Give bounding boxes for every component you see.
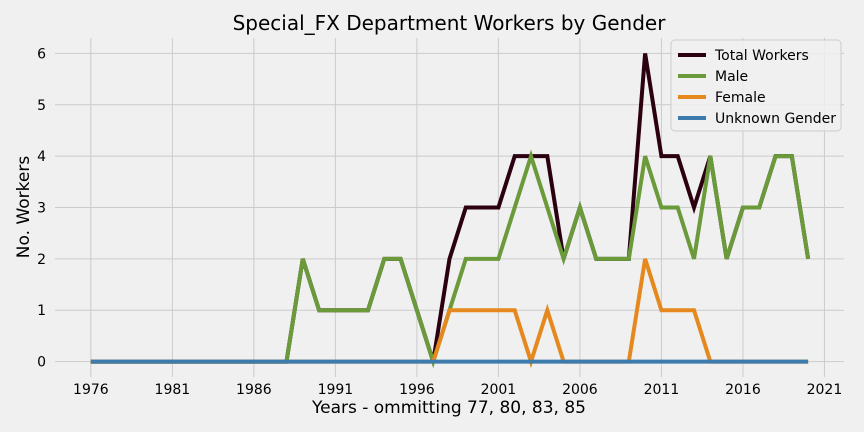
- x-tick-label: 2011: [644, 382, 680, 398]
- chart-title: Special_FX Department Workers by Gender: [233, 11, 667, 35]
- y-tick-label: 3: [37, 201, 46, 217]
- x-tick-label: 2016: [725, 382, 761, 398]
- y-tick-label: 4: [37, 149, 46, 165]
- y-axis-label: No. Workers: [14, 156, 34, 259]
- x-tick-label: 2021: [807, 382, 843, 398]
- x-tick-label: 1996: [399, 382, 435, 398]
- legend-label-total-workers: Total Workers: [714, 48, 809, 64]
- y-tick-label: 6: [37, 46, 46, 62]
- x-axis-label: Years - ommitting 77, 80, 83, 85: [311, 398, 586, 418]
- x-ticks: 1976 1981 1986 1991 1996 2001 2006 2011 2016 2021: [73, 382, 842, 398]
- y-tick-label: 2: [37, 252, 46, 268]
- y-tick-label: 0: [37, 355, 46, 371]
- legend-label-female: Female: [715, 90, 766, 106]
- x-tick-label: 1991: [318, 382, 354, 398]
- y-tick-label: 1: [37, 303, 46, 319]
- legend-label-unknown-gender: Unknown Gender: [715, 111, 836, 127]
- series-lines: [90, 53, 811, 369]
- x-tick-label: 2006: [562, 382, 598, 398]
- x-tick-label: 1986: [236, 382, 272, 398]
- y-tick-label: 5: [37, 98, 46, 114]
- legend-box: [670, 39, 842, 132]
- x-tick-label: 2001: [481, 382, 517, 398]
- x-tick-label: 1976: [73, 382, 109, 398]
- x-tick-label: 1981: [155, 382, 191, 398]
- legend-label-male: Male: [715, 69, 748, 85]
- legend: Total Workers Male Female Unknown Gender: [670, 39, 842, 132]
- y-ticks: 0 1 2 3 4 5 6: [37, 46, 46, 370]
